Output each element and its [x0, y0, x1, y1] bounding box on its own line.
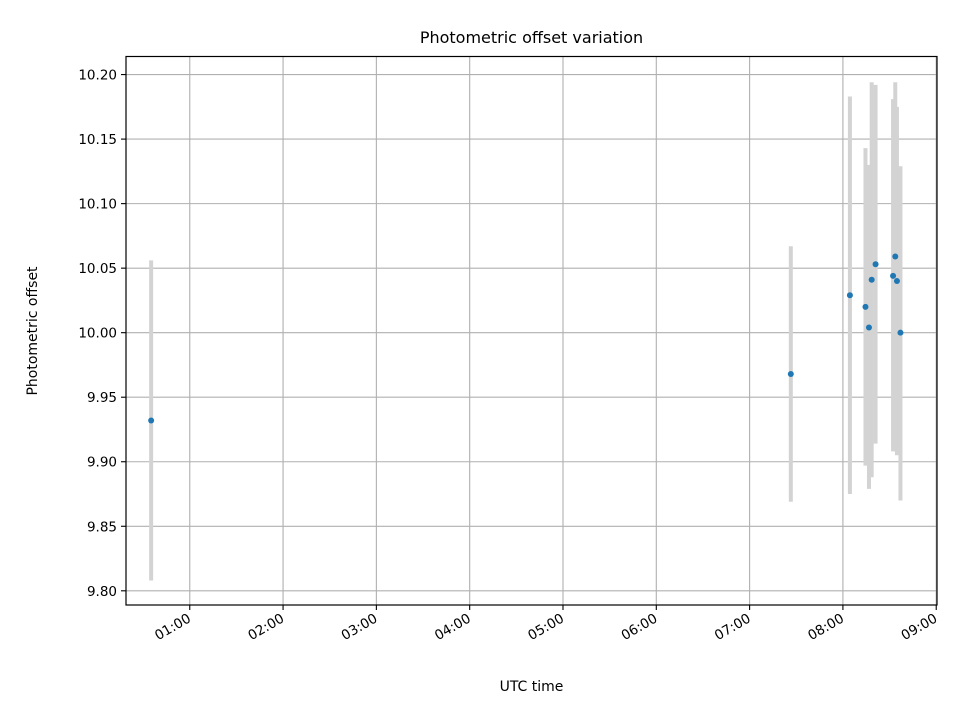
data-point — [893, 278, 900, 285]
error-bars — [149, 82, 903, 581]
y-tick-label: 9.95 — [87, 390, 117, 406]
y-tick-label: 10.20 — [78, 68, 117, 84]
x-tick-label: 06:00 — [619, 611, 661, 644]
data-point — [787, 370, 794, 377]
data-points — [148, 253, 904, 424]
y-tick-label: 10.15 — [78, 132, 117, 148]
x-tick-label: 08:00 — [805, 611, 847, 644]
y-tick-label: 9.80 — [87, 584, 117, 600]
x-tick-label: 04:00 — [432, 611, 474, 644]
y-tick-label: 10.10 — [78, 197, 117, 213]
x-tick-label: 09:00 — [899, 611, 941, 644]
data-point — [872, 261, 879, 268]
data-point — [862, 303, 869, 310]
data-point — [892, 253, 899, 260]
grid — [126, 56, 937, 605]
y-axis: 9.80 9.85 9.90 9.95 10.00 10.05 10.10 10.15 10.2… — [78, 68, 126, 600]
data-point — [865, 324, 872, 331]
x-tick-label: 02:00 — [245, 611, 287, 644]
data-point — [868, 276, 875, 283]
data-point — [846, 292, 853, 299]
x-tick-label: 05:00 — [525, 611, 567, 644]
data-point — [897, 329, 904, 336]
x-axis-label: UTC time — [500, 679, 564, 695]
y-tick-label: 9.90 — [87, 455, 117, 471]
y-tick-label: 10.00 — [78, 326, 117, 342]
x-tick-label: 07:00 — [712, 611, 754, 644]
y-tick-label: 9.85 — [87, 519, 117, 535]
data-point — [890, 272, 897, 279]
y-axis-label: Photometric offset — [25, 266, 41, 396]
x-tick-label: 01:00 — [152, 611, 194, 644]
y-tick-label: 10.05 — [78, 261, 117, 277]
chart-title: Photometric offset variation — [420, 28, 643, 47]
x-tick-label: 03:00 — [339, 611, 381, 644]
plot-frame — [125, 55, 938, 606]
x-axis: 01:00 02:00 03:00 04:00 05:00 06:00 07:00 08:00… — [152, 605, 940, 644]
data-point — [148, 417, 155, 424]
